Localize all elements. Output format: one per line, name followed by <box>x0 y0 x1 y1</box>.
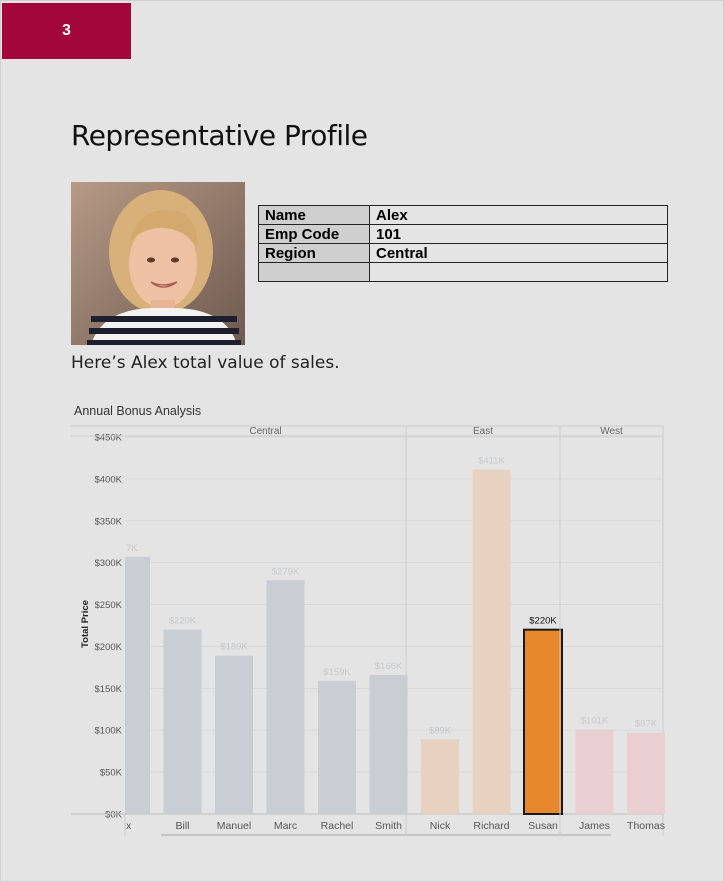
bar <box>575 729 614 814</box>
sales-summary: Here’s Alex total value of sales. <box>71 353 340 373</box>
table-row <box>258 262 668 282</box>
bonus-chart-svg: Annual Bonus Analysis $0K $50K $100K $150K $2… <box>71 404 665 836</box>
page-title: Representative Profile <box>71 119 368 152</box>
y-tick-label: $350K <box>95 516 123 527</box>
x-tick-label: Smith <box>375 820 402 832</box>
field-label <box>258 262 370 282</box>
field-value: Alex <box>369 205 668 225</box>
y-tick-label: $150K <box>95 684 123 695</box>
data-label: $189K <box>220 642 248 653</box>
data-label: $279K <box>272 566 300 577</box>
x-tick-label: Marc <box>274 820 297 832</box>
profile-table: Name Alex Emp Code 101 Region Central <box>258 205 668 282</box>
data-label: $97K <box>635 719 658 730</box>
y-tick-label: $300K <box>95 558 123 569</box>
bar <box>627 732 665 814</box>
data-label: 7K <box>126 543 138 554</box>
x-tick-label: Thomas <box>627 820 665 832</box>
chart-title: Annual Bonus Analysis <box>74 404 201 418</box>
field-label: Name <box>258 205 370 225</box>
data-label: $220K <box>529 616 557 627</box>
x-tick-label: Nick <box>430 820 451 832</box>
x-tick-label: x <box>126 820 132 832</box>
data-label: $89K <box>429 725 452 736</box>
table-row: Region Central <box>258 243 668 263</box>
field-value: Central <box>369 243 668 263</box>
field-value <box>369 262 668 282</box>
page-number-badge: 3 <box>2 3 131 59</box>
bar <box>472 469 511 814</box>
bar <box>421 739 459 814</box>
profile-photo <box>71 182 245 345</box>
y-tick-label: $450K <box>95 433 123 444</box>
x-tick-label: Rachel <box>321 820 354 832</box>
field-value: 101 <box>369 224 668 244</box>
x-tick-label: Richard <box>473 820 509 832</box>
person-photo-icon <box>71 182 245 345</box>
y-tick-label: $50K <box>100 768 123 779</box>
bar <box>523 628 563 815</box>
y-tick-label: $250K <box>95 600 123 611</box>
y-tick-label: $0K <box>105 810 123 821</box>
data-label: $166K <box>375 661 403 672</box>
y-tick-label: $100K <box>95 726 123 737</box>
bar <box>266 580 305 814</box>
y-tick-label: $400K <box>95 474 123 485</box>
x-tick-label: Manuel <box>217 820 251 832</box>
bar <box>163 629 202 814</box>
group-header: West <box>600 426 623 437</box>
bar <box>318 680 356 814</box>
bar <box>369 674 408 814</box>
data-label: $159K <box>323 667 351 678</box>
data-label: $220K <box>169 616 197 627</box>
table-row: Emp Code 101 <box>258 224 668 244</box>
bar <box>125 556 150 814</box>
x-tick-label: Bill <box>175 820 189 832</box>
group-header: East <box>473 426 493 437</box>
y-tick-label: $200K <box>95 642 123 653</box>
field-label: Region <box>258 243 370 263</box>
table-row: Name Alex <box>258 205 668 225</box>
bar <box>215 655 253 814</box>
field-label: Emp Code <box>258 224 370 244</box>
bonus-chart: Annual Bonus Analysis $0K $50K $100K $150K $2… <box>66 398 670 843</box>
x-tick-label: Susan <box>528 820 558 832</box>
y-axis-label: Total Price <box>80 600 91 648</box>
data-label: $101K <box>581 715 609 726</box>
data-label: $411K <box>478 456 505 467</box>
group-header: Central <box>249 426 281 437</box>
x-tick-label: James <box>579 820 610 832</box>
